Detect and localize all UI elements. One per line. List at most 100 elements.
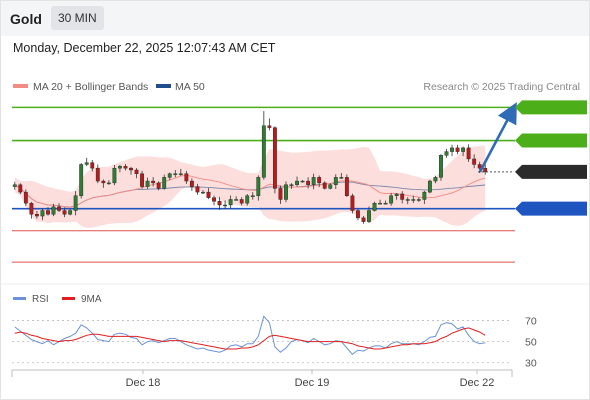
candle-body (134, 169, 139, 174)
candle-body (79, 164, 84, 196)
candle-body (372, 202, 377, 211)
candle-body (405, 199, 410, 201)
candlesticks (12, 111, 488, 224)
candle (217, 196, 222, 210)
candle (84, 157, 89, 167)
candle-body (311, 177, 316, 185)
candle (394, 192, 399, 200)
candle (234, 196, 239, 201)
level-tag-4339 (515, 164, 587, 179)
candle (278, 185, 283, 204)
candle-body (123, 166, 128, 169)
candle-body (389, 195, 394, 204)
candle-body (106, 182, 111, 185)
candle-body (51, 206, 56, 215)
candle (416, 197, 421, 202)
projection-arrow (478, 102, 517, 173)
rsi-tick-50: 50 (525, 337, 537, 349)
candle (461, 146, 466, 157)
candle (361, 216, 366, 224)
candle-body (178, 173, 183, 175)
candle-body (145, 180, 150, 187)
candle-body (217, 201, 222, 206)
level-tag-shape (515, 100, 587, 115)
instrument-title: Gold (10, 11, 42, 27)
candle (333, 174, 338, 190)
candle (356, 209, 360, 221)
candle-body (427, 180, 432, 193)
candle (201, 190, 205, 194)
candle (466, 144, 471, 162)
candle-body (300, 180, 305, 183)
x-tick-label: Dec 22 (460, 377, 495, 389)
candle (427, 179, 432, 194)
timeframe-selector[interactable]: 30 MIN (51, 6, 104, 30)
legend-label-ma50: MA 50 (175, 81, 205, 93)
candle-body (173, 173, 178, 175)
candle (272, 126, 277, 194)
bollinger-band-fill (14, 145, 486, 228)
candle-body (234, 199, 239, 201)
candle (223, 200, 228, 210)
legend-swatch-rsi (13, 297, 26, 300)
candle (123, 163, 128, 171)
candle (405, 197, 410, 205)
candle (239, 197, 244, 206)
candle-body (350, 195, 355, 211)
bollinger-band (14, 145, 486, 228)
candle-body (140, 173, 144, 187)
candle-body (472, 158, 477, 165)
candle (245, 193, 250, 206)
candle (439, 154, 443, 181)
candle-body (228, 199, 233, 206)
candle-body (151, 180, 156, 184)
x-tick-label: Dec 18 (126, 377, 161, 389)
candle-body (195, 186, 200, 193)
candle (46, 206, 50, 216)
candle-body (62, 210, 67, 215)
candle (12, 181, 17, 190)
candle-body (46, 210, 50, 215)
candle (483, 163, 488, 175)
candle (23, 189, 28, 207)
candle-body (189, 180, 194, 187)
chart-datetime: Monday, December 22, 2025 12:07:43 AM CE… (13, 41, 276, 55)
candle-body (261, 125, 266, 178)
candle-body (18, 184, 23, 193)
candle-body (378, 202, 382, 205)
candle-body (411, 199, 416, 201)
candle (162, 174, 167, 190)
candle-body (12, 184, 17, 187)
candle (95, 164, 100, 184)
candle (411, 195, 416, 203)
projection (478, 102, 517, 173)
rsi-9ma-line (14, 327, 486, 350)
level-tag-shape (515, 164, 587, 179)
candle (212, 195, 216, 206)
candle (228, 195, 233, 209)
candle (68, 208, 73, 216)
candle (106, 180, 111, 185)
candle (151, 177, 156, 187)
candle (40, 208, 45, 221)
candle (472, 154, 477, 169)
candle-body (333, 177, 338, 185)
candle-body (256, 177, 261, 196)
candle (51, 203, 56, 217)
candle-body (201, 191, 205, 194)
candle (350, 193, 355, 214)
candle-body (356, 210, 360, 219)
candle-body (295, 180, 299, 185)
candle-body (101, 180, 106, 184)
level-tag-4356 (515, 133, 587, 148)
x-tick-label: Dec 19 (295, 377, 330, 389)
rsi-lines (14, 315, 486, 355)
candle (118, 164, 122, 173)
candle (261, 111, 266, 180)
candle (322, 181, 327, 190)
candle (400, 191, 405, 204)
candle-body (112, 167, 117, 184)
candle-body (284, 184, 288, 200)
candle (383, 200, 388, 205)
candle (57, 203, 61, 213)
